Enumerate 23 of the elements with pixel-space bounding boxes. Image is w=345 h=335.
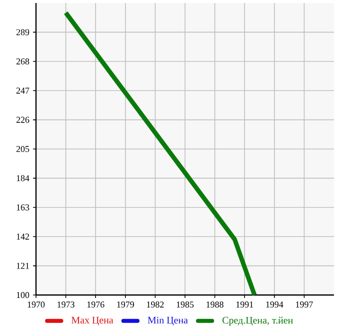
x-tick-label: 1970 bbox=[28, 302, 45, 308]
y-tick-label: 142 bbox=[16, 234, 29, 240]
y-tick-label: 289 bbox=[16, 29, 30, 36]
x-tick-label: 1976 bbox=[87, 302, 104, 308]
x-tick-label: 1994 bbox=[266, 302, 284, 308]
x-tick-label: 1982 bbox=[147, 302, 164, 308]
y-tick-label: 226 bbox=[16, 116, 30, 123]
x-tick-label: 1979 bbox=[117, 302, 134, 308]
y-tick-label: 247 bbox=[16, 88, 30, 94]
x-tick-label: 1991 bbox=[236, 302, 254, 308]
x-tick-label: 1997 bbox=[296, 302, 313, 308]
y-tick-label: 100 bbox=[16, 292, 30, 298]
y-tick-label: 184 bbox=[16, 175, 30, 182]
x-tick-label: 1988 bbox=[206, 302, 224, 308]
x-tick-label: 1985 bbox=[176, 302, 194, 308]
legend-label: Сред.Цена, т.йен bbox=[222, 316, 293, 326]
y-tick-label: 121 bbox=[16, 262, 29, 269]
y-tick-label: 205 bbox=[16, 146, 30, 152]
y-tick-label: 268 bbox=[16, 58, 30, 64]
y-tick-label: 163 bbox=[16, 204, 30, 210]
legend-label: Min Цена bbox=[148, 316, 188, 326]
x-tick-label: 1973 bbox=[58, 302, 74, 308]
legend-label: Max Цена bbox=[72, 316, 114, 326]
